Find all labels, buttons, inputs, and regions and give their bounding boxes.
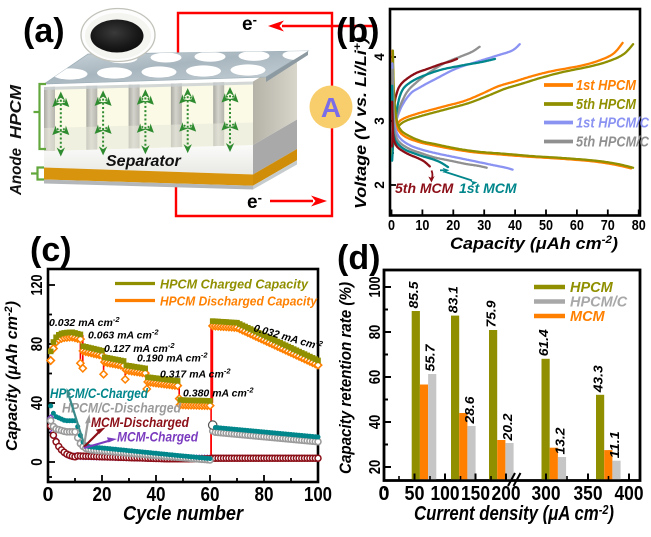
svg-text:200: 200 xyxy=(492,483,521,505)
svg-text:Anode: Anode xyxy=(8,148,25,196)
svg-text:80: 80 xyxy=(367,325,384,340)
svg-text:A: A xyxy=(321,92,341,123)
svg-text:80: 80 xyxy=(255,484,274,506)
svg-text:e-: e- xyxy=(247,190,262,213)
svg-text:MCM-Charged: MCM-Charged xyxy=(117,430,199,445)
svg-text:e-: e- xyxy=(242,12,257,35)
svg-text:10: 10 xyxy=(415,217,429,234)
svg-text:100: 100 xyxy=(431,483,460,505)
svg-text:HPCM Discharged Capacity: HPCM Discharged Capacity xyxy=(160,294,318,309)
svg-text:5th HPCM/C: 5th HPCM/C xyxy=(576,135,649,151)
svg-text:61.4: 61.4 xyxy=(536,328,551,356)
svg-text:3: 3 xyxy=(372,117,387,125)
svg-text:50: 50 xyxy=(539,217,553,234)
svg-text:30: 30 xyxy=(477,217,491,234)
svg-text:0.032 mA cm-2: 0.032 mA cm-2 xyxy=(49,315,120,329)
svg-text:120: 120 xyxy=(29,274,46,295)
svg-text:MCM: MCM xyxy=(570,309,606,325)
svg-text:HPCM/C: HPCM/C xyxy=(570,295,628,311)
svg-text:(b): (b) xyxy=(336,12,379,50)
svg-text:11.1: 11.1 xyxy=(607,431,622,458)
svg-text:50: 50 xyxy=(405,483,425,505)
svg-text:40: 40 xyxy=(29,396,46,411)
svg-text:0.127 mA cm-2: 0.127 mA cm-2 xyxy=(104,341,175,355)
svg-text:HPCM Charged Capacity: HPCM Charged Capacity xyxy=(160,277,309,292)
svg-text:0: 0 xyxy=(388,217,395,234)
svg-text:300: 300 xyxy=(532,483,561,505)
svg-text:28.6: 28.6 xyxy=(462,396,477,425)
svg-text:13.2: 13.2 xyxy=(552,427,567,455)
svg-text:80: 80 xyxy=(29,337,46,352)
svg-text:HPCM/C-Discharged: HPCM/C-Discharged xyxy=(62,401,182,416)
svg-text:80: 80 xyxy=(632,217,646,234)
svg-text:(d): (d) xyxy=(337,239,380,277)
svg-text:0: 0 xyxy=(379,483,390,505)
svg-text:60: 60 xyxy=(367,370,384,385)
svg-text:150: 150 xyxy=(461,483,490,505)
svg-text:MCM-Discharged: MCM-Discharged xyxy=(91,415,190,430)
svg-text:HPCM: HPCM xyxy=(570,280,614,296)
svg-text:Capacity (μAh cm-2): Capacity (μAh cm-2) xyxy=(3,301,21,451)
svg-text:4: 4 xyxy=(372,53,387,61)
svg-text:(a): (a) xyxy=(23,12,65,50)
svg-text:Capacity (μAh cm-2): Capacity (μAh cm-2) xyxy=(450,234,618,253)
svg-text:0.317 mA cm-2: 0.317 mA cm-2 xyxy=(160,367,231,381)
svg-text:60: 60 xyxy=(570,217,584,234)
svg-text:400: 400 xyxy=(615,483,644,505)
svg-text:1st MCM: 1st MCM xyxy=(459,180,517,196)
svg-text:1st HPCM: 1st HPCM xyxy=(576,78,637,94)
svg-text:20.2: 20.2 xyxy=(500,413,515,442)
svg-text:350: 350 xyxy=(574,483,603,505)
svg-text:40: 40 xyxy=(508,217,522,234)
svg-text:2: 2 xyxy=(372,181,387,189)
svg-text:0: 0 xyxy=(43,484,54,506)
svg-text:100: 100 xyxy=(367,276,384,297)
svg-text:HPCM/C-Charged: HPCM/C-Charged xyxy=(50,386,149,401)
svg-text:5th MCM: 5th MCM xyxy=(395,180,454,196)
svg-text:83.1: 83.1 xyxy=(445,286,460,313)
svg-text:0: 0 xyxy=(29,458,46,466)
svg-text:20: 20 xyxy=(446,217,460,234)
svg-text:70: 70 xyxy=(601,217,615,234)
svg-text:Current density (μA cm-2): Current density (μA cm-2) xyxy=(414,502,614,525)
svg-text:85.5: 85.5 xyxy=(406,281,421,309)
svg-text:20: 20 xyxy=(367,460,384,475)
svg-text:5th HPCM: 5th HPCM xyxy=(576,97,637,113)
svg-text:HPCM: HPCM xyxy=(8,84,25,139)
svg-text:60: 60 xyxy=(201,484,220,506)
svg-text:0.063 mA cm-2: 0.063 mA cm-2 xyxy=(88,328,159,342)
svg-text:100: 100 xyxy=(304,484,332,506)
svg-text:0.190 mA cm-2: 0.190 mA cm-2 xyxy=(137,351,208,365)
svg-text:(c): (c) xyxy=(30,231,72,269)
svg-text:40: 40 xyxy=(367,415,384,430)
svg-text:Voltage (V vs. Li/Li+): Voltage (V vs. Li/Li+) xyxy=(352,37,370,209)
svg-text:Cycle number: Cycle number xyxy=(123,503,244,525)
svg-text:Capacity retention rate (%): Capacity retention rate (%) xyxy=(336,282,355,474)
svg-text:20: 20 xyxy=(93,484,112,506)
svg-text:75.9: 75.9 xyxy=(483,300,498,328)
svg-text:43.3: 43.3 xyxy=(590,364,605,393)
svg-text:55.7: 55.7 xyxy=(423,344,438,372)
svg-text:40: 40 xyxy=(147,484,166,506)
svg-text:1st HPCM/C: 1st HPCM/C xyxy=(576,116,649,132)
svg-text:0.380 mA cm-2: 0.380 mA cm-2 xyxy=(183,386,254,400)
svg-text:Separator: Separator xyxy=(106,153,181,170)
